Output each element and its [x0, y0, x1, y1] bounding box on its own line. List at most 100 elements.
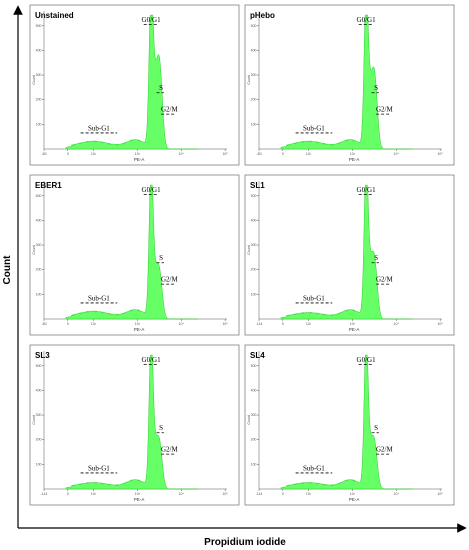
histogram-area	[280, 14, 413, 150]
histogram-panel-sl4: SL4 100 200 300 400 500 Count -114 0 10² 10³ 10⁴ 10⁵…	[244, 344, 455, 506]
x-tick-label: -80	[41, 152, 46, 156]
panel-frame	[244, 344, 455, 506]
x-tick-label: 0	[282, 322, 284, 326]
histogram-panels: Unstained 100 200 300 400 500 Count -80 0 10² 10³ 1…	[29, 4, 455, 506]
histogram-panel-eber1: EBER1 100 200 300 400 500 Count -80 0 10² 10³ 10⁴ 10…	[29, 174, 240, 336]
y-tick-label: 400	[251, 218, 257, 222]
x-tick-label: 0	[67, 492, 69, 496]
x-tick-label: -80	[41, 322, 46, 326]
histogram-panel-sl1: SL1 100 200 300 400 500 Count -114 0 10² 10³ 10⁴ 10⁵…	[244, 174, 455, 336]
x-tick-label: 10⁵	[222, 152, 228, 156]
y-tick-label: 500	[251, 24, 257, 28]
y-tick-label: 500	[36, 24, 42, 28]
y-tick-label: 500	[36, 364, 42, 368]
y-tick-label: 200	[36, 268, 42, 272]
x-tick-label: 10³	[135, 492, 141, 496]
y-tick-label: 400	[251, 48, 257, 52]
y-tick-label: 100	[36, 462, 42, 466]
y-tick-label: 100	[36, 122, 42, 126]
x-tick-label: 10⁴	[394, 492, 400, 496]
figure-x-label: Propidium iodide	[204, 537, 286, 548]
gate-label-g2m: G2/M	[376, 276, 394, 284]
x-tick-label: 10⁴	[179, 492, 185, 496]
panel-title: SL3	[35, 351, 50, 360]
gate-label-g2m: G2/M	[161, 276, 179, 284]
x-tick-label: 10⁵	[437, 492, 443, 496]
y-tick-label: 400	[251, 388, 257, 392]
y-tick-label: 500	[36, 194, 42, 198]
y-tick-label: 400	[36, 48, 42, 52]
y-tick-label: 100	[251, 462, 257, 466]
x-tick-label: 10⁵	[437, 152, 443, 156]
panel-title: Unstained	[35, 11, 74, 20]
panel-frame	[244, 174, 455, 336]
x-tick-label: 10²	[91, 152, 97, 156]
panel-x-label: PE-A	[134, 497, 145, 502]
x-tick-label: -114	[41, 492, 48, 496]
panel-frame	[29, 174, 240, 336]
x-tick-label: 0	[282, 152, 284, 156]
panel-x-label: PE-A	[349, 497, 360, 502]
x-tick-label: 10²	[306, 492, 312, 496]
panel-frame	[29, 344, 240, 506]
gate-label-g0g1: G0/G1	[142, 356, 162, 364]
gate-label-sub-g1: Sub-G1	[303, 124, 325, 132]
figure-y-label: Count	[2, 255, 13, 285]
gate-label-g0g1: G0/G1	[357, 356, 377, 364]
x-tick-label: 10³	[135, 322, 141, 326]
y-tick-label: 200	[251, 98, 257, 102]
gate-label-s: S	[159, 84, 163, 92]
x-tick-label: 0	[67, 152, 69, 156]
histogram-panel-sl3: SL3 100 200 300 400 500 Count -114 0 10² 10³ 10⁴ 10⁵…	[29, 344, 240, 506]
y-tick-label: 100	[251, 122, 257, 126]
panel-frame	[29, 4, 240, 166]
panel-y-label: Count	[32, 75, 36, 84]
histogram-area	[65, 184, 198, 320]
histogram-panel-phebo: pHebo 100 200 300 400 500 Count -80 0 10² 10³ 10⁴ 10…	[244, 4, 455, 166]
x-tick-label: 10³	[350, 152, 356, 156]
y-tick-label: 200	[36, 438, 42, 442]
y-tick-label: 300	[36, 73, 42, 77]
y-tick-label: 300	[36, 243, 42, 247]
y-tick-label: 300	[251, 73, 257, 77]
gate-label-g0g1: G0/G1	[357, 16, 377, 24]
panel-y-label: Count	[32, 245, 36, 254]
gate-label-g0g1: G0/G1	[357, 186, 377, 194]
gate-label-g0g1: G0/G1	[142, 16, 162, 24]
x-tick-label: 10³	[350, 322, 356, 326]
y-tick-label: 300	[251, 243, 257, 247]
gate-label-g2m: G2/M	[376, 106, 394, 114]
y-tick-label: 500	[251, 194, 257, 198]
x-tick-label: 10²	[91, 492, 97, 496]
panel-y-label: Count	[247, 415, 251, 424]
panel-y-label: Count	[247, 75, 251, 84]
panel-x-label: PE-A	[349, 327, 360, 332]
gate-label-s: S	[374, 424, 378, 432]
gate-label-sub-g1: Sub-G1	[88, 294, 110, 302]
x-tick-label: 10³	[350, 492, 356, 496]
y-tick-label: 200	[251, 268, 257, 272]
gate-label-s: S	[374, 84, 378, 92]
panel-title: SL1	[250, 181, 265, 190]
y-tick-label: 100	[36, 292, 42, 296]
histogram-area	[65, 14, 198, 150]
y-tick-label: 400	[36, 218, 42, 222]
x-tick-label: 0	[67, 322, 69, 326]
panel-title: SL4	[250, 351, 265, 360]
panel-title: EBER1	[35, 181, 62, 190]
x-tick-label: 10⁴	[394, 152, 400, 156]
panel-x-label: PE-A	[134, 327, 145, 332]
gate-label-sub-g1: Sub-G1	[303, 464, 325, 472]
panel-title: pHebo	[250, 11, 275, 20]
y-tick-label: 200	[251, 438, 257, 442]
y-tick-label: 400	[36, 388, 42, 392]
panel-y-label: Count	[247, 245, 251, 254]
x-tick-label: 10⁴	[394, 322, 400, 326]
x-tick-label: -80	[256, 152, 261, 156]
x-tick-label: 10²	[91, 322, 97, 326]
gate-label-g0g1: G0/G1	[142, 186, 162, 194]
y-tick-label: 100	[251, 292, 257, 296]
histogram-area	[65, 354, 198, 490]
panel-y-label: Count	[32, 415, 36, 424]
